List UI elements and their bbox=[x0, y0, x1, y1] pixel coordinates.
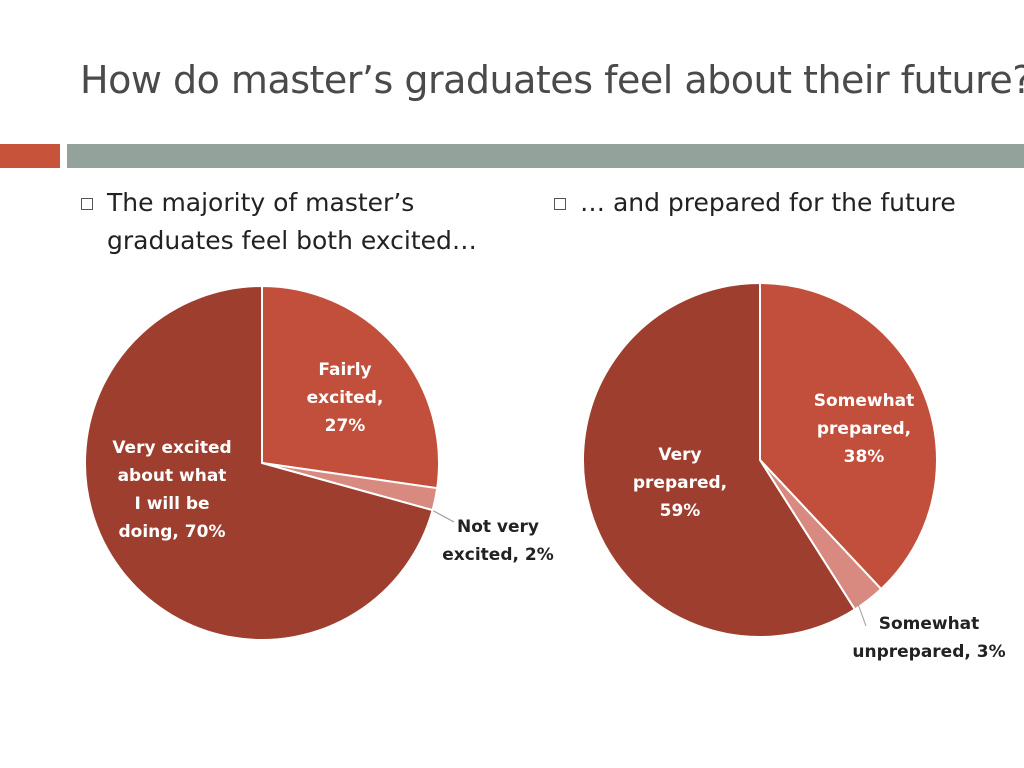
pie-0-slice-label-2-line-3: doing, 70% bbox=[118, 522, 225, 542]
slide-title: How do master’s graduates feel about the… bbox=[80, 58, 1024, 102]
pie-0-slice-label-1: Not very excited, 2% bbox=[442, 517, 553, 565]
bullet-square-icon bbox=[554, 198, 566, 210]
bullet-square-icon bbox=[81, 198, 93, 210]
pie-1-slice-0 bbox=[759, 281, 938, 591]
pie-1-slice-label-1-line-1: unprepared, 3% bbox=[852, 642, 1005, 662]
divider-bar bbox=[67, 144, 1024, 168]
bullet-prepared: … and prepared for the future bbox=[554, 184, 1000, 222]
pie-1-slice-label-2-line-2: 59% bbox=[660, 501, 701, 521]
pie-0-slice-label-0: Fairly excited, 27% bbox=[307, 360, 384, 436]
pie-0-slice-0 bbox=[261, 284, 440, 490]
pie-0-leader-line-1 bbox=[429, 508, 455, 523]
pie-0-slice-2 bbox=[84, 284, 434, 641]
pie-1-leader-line-1 bbox=[857, 603, 867, 627]
pie-0-slice-label-2: Very excited about what I will be doing, 70… bbox=[112, 438, 231, 542]
pie-0-slice-label-2-line-0: Very excited bbox=[112, 438, 231, 458]
pie-0-slice-label-0-line-1: excited, bbox=[307, 388, 384, 408]
pie-0-slice-label-1-line-1: excited, 2% bbox=[442, 545, 553, 565]
pie-1-slice-label-0-line-2: 38% bbox=[844, 447, 885, 467]
pie-chart-prepared: Somewhat prepared, 38% Somewhat unprepared, … bbox=[582, 281, 1006, 662]
pie-chart-excited: Fairly excited, 27% Not very excited, 2% Very… bbox=[84, 284, 554, 641]
pie-1-slice-label-2: Very prepared, 59% bbox=[633, 445, 727, 521]
bullet-text: … and prepared for the future bbox=[580, 188, 956, 217]
accent-bar bbox=[0, 144, 60, 168]
bullet-excited: The majority of master’s graduates feel … bbox=[81, 184, 507, 260]
pie-1-slice-label-1-line-0: Somewhat bbox=[879, 614, 980, 634]
pie-1-slice-label-0-line-0: Somewhat bbox=[814, 391, 915, 411]
pie-1-slice-2 bbox=[582, 281, 857, 638]
pie-0-slice-label-0-line-2: 27% bbox=[325, 416, 366, 436]
pie-1-slice-label-2-line-1: prepared, bbox=[633, 473, 727, 493]
pie-0-slice-label-2-line-2: I will be bbox=[134, 494, 209, 514]
pie-0-slice-label-0-line-0: Fairly bbox=[318, 360, 371, 380]
pie-1-slice-label-1: Somewhat unprepared, 3% bbox=[852, 614, 1005, 662]
pie-1-slice-label-2-line-0: Very bbox=[658, 445, 701, 465]
pie-1-slice-label-0-line-1: prepared, bbox=[817, 419, 911, 439]
pie-0-slice-label-1-line-0: Not very bbox=[457, 517, 539, 537]
pie-0-slice-label-2-line-1: about what bbox=[118, 466, 227, 486]
pie-1-slice-label-0: Somewhat prepared, 38% bbox=[814, 391, 915, 467]
bullet-text: The majority of master’s graduates feel … bbox=[107, 188, 477, 255]
